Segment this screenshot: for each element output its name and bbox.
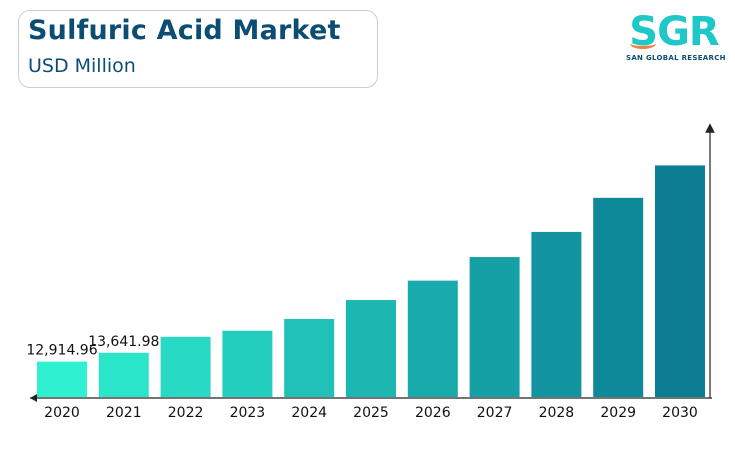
data-label-2020: 12,914.96 bbox=[26, 343, 97, 359]
x-tick-label-2020: 2020 bbox=[44, 405, 80, 421]
x-tick-label-2027: 2027 bbox=[477, 405, 513, 421]
bar-2020 bbox=[37, 361, 87, 397]
x-tick-label-2026: 2026 bbox=[415, 405, 451, 421]
x-tick-label-2025: 2025 bbox=[353, 405, 389, 421]
x-tick-label-2021: 2021 bbox=[106, 405, 142, 421]
bar-2027 bbox=[469, 257, 520, 397]
bar-2022 bbox=[160, 336, 211, 397]
x-tick-label-2024: 2024 bbox=[291, 405, 327, 421]
x-tick-label-2022: 2022 bbox=[168, 405, 204, 421]
bar-2026 bbox=[407, 280, 458, 397]
x-tick-label-2030: 2030 bbox=[662, 405, 698, 421]
bar-2030 bbox=[655, 165, 705, 397]
chart-subtitle: USD Million bbox=[28, 55, 136, 77]
bar-2023 bbox=[222, 330, 273, 397]
bar-2025 bbox=[346, 300, 396, 397]
x-axis-start-arrow-icon bbox=[30, 394, 37, 402]
title-box: Sulfuric Acid Market USD Million bbox=[18, 10, 378, 88]
bar-2028 bbox=[531, 231, 582, 397]
x-tick-label-2028: 2028 bbox=[539, 405, 575, 421]
logo-tagline: SAN GLOBAL RESEARCH bbox=[626, 54, 726, 62]
x-tick-label-2029: 2029 bbox=[600, 405, 636, 421]
data-label-2021: 13,641.98 bbox=[88, 334, 159, 350]
x-tick-label-2023: 2023 bbox=[230, 405, 266, 421]
labels-group: 2020 12,914.96 2021 13,641.98 2022 2023 2024 20… bbox=[26, 334, 697, 421]
logo-swoosh-icon bbox=[630, 38, 656, 49]
bar-2024 bbox=[284, 318, 335, 397]
chart-title: Sulfuric Acid Market bbox=[28, 15, 341, 46]
sgr-logo: SGR SAN GLOBAL RESEARCH bbox=[626, 10, 726, 65]
bar-2021 bbox=[98, 352, 149, 397]
bar-2029 bbox=[593, 197, 644, 397]
bars-group bbox=[37, 165, 705, 397]
